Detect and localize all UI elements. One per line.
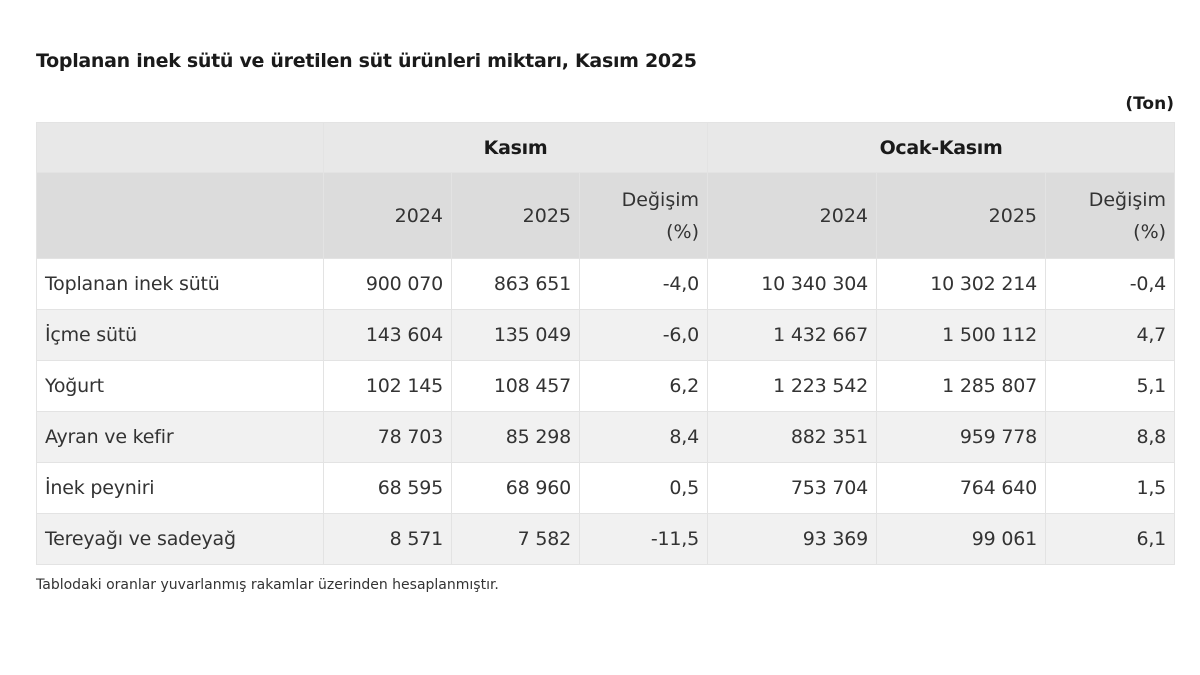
cell-ocak-kasim-change: 1,5 [1045,462,1176,514]
cell-ocak-kasim-2024: 1 432 667 [707,309,878,361]
cell-kasim-2024: 8 571 [323,513,452,565]
cell-ocak-kasim-2024: 1 223 542 [707,360,878,412]
cell-kasim-2024: 78 703 [323,411,452,463]
group-header-kasim: Kasım [322,122,709,173]
header-kasim-change-line1: Değişim [621,188,700,211]
cell-ocak-kasim-change: 6,1 [1045,513,1176,565]
table-row: İçme sütü 143 604 135 049 -6,0 1 432 667… [36,309,1176,361]
row-label: Ayran ve kefir [36,411,324,463]
header-kasim-2024: 2024 [323,172,452,259]
header-kasim-2025: 2025 [451,172,580,259]
header-ocak-kasim-change: Değişim (%) [1045,172,1176,259]
header-ocak-kasim-2025: 2025 [876,172,1047,259]
table-row: Tereyağı ve sadeyağ 8 571 7 582 -11,5 93… [36,513,1176,565]
row-label: Tereyağı ve sadeyağ [36,513,324,565]
table-row: İnek peyniri 68 595 68 960 0,5 753 704 7… [36,462,1176,514]
cell-ocak-kasim-2025: 10 302 214 [876,258,1047,310]
cell-ocak-kasim-change: -0,4 [1045,258,1176,310]
cell-ocak-kasim-2025: 99 061 [876,513,1047,565]
cell-ocak-kasim-2025: 959 778 [876,411,1047,463]
row-label: İnek peyniri [36,462,324,514]
cell-kasim-change: 6,2 [578,360,709,412]
cell-kasim-2024: 68 595 [323,462,452,514]
cell-ocak-kasim-change: 8,8 [1045,411,1176,463]
cell-kasim-2024: 900 070 [323,258,452,310]
cell-kasim-2025: 108 457 [451,360,580,412]
table-row: Toplanan inek sütü 900 070 863 651 -4,0 … [36,258,1176,310]
cell-ocak-kasim-2025: 764 640 [876,462,1047,514]
cell-kasim-2025: 863 651 [451,258,580,310]
cell-kasim-2025: 7 582 [451,513,580,565]
cell-kasim-change: -6,0 [578,309,709,361]
cell-ocak-kasim-change: 4,7 [1045,309,1176,361]
row-label: Yoğurt [36,360,324,412]
empty-corner-header [36,122,324,173]
header-ocak-kasim-change-line2: (%) [1133,220,1167,243]
dairy-production-table: Kasım Ocak-Kasım 2024 2025 Değişim (%) 2… [36,122,1176,565]
table-row: Yoğurt 102 145 108 457 6,2 1 223 542 1 2… [36,360,1176,412]
header-kasim-change: Değişim (%) [578,172,709,259]
header-kasim-change-line2: (%) [666,220,700,243]
row-label: Toplanan inek sütü [36,258,324,310]
cell-kasim-2025: 85 298 [451,411,580,463]
cell-ocak-kasim-change: 5,1 [1045,360,1176,412]
table-title: Toplanan inek sütü ve üretilen süt ürünl… [36,50,697,72]
cell-kasim-change: -11,5 [578,513,709,565]
sub-header-row: 2024 2025 Değişim (%) 2024 2025 Değişim … [36,172,1176,259]
row-label: İçme sütü [36,309,324,361]
group-header-row: Kasım Ocak-Kasım [36,122,1176,173]
empty-label-header [36,172,324,259]
table-row: Ayran ve kefir 78 703 85 298 8,4 882 351… [36,411,1176,463]
header-ocak-kasim-2024: 2024 [707,172,878,259]
cell-kasim-2025: 68 960 [451,462,580,514]
footnote: Tablodaki oranlar yuvarlanmış rakamlar ü… [36,577,499,593]
header-ocak-kasim-change-line1: Değişim [1088,188,1167,211]
group-header-ocak-kasim: Ocak-Kasım [707,122,1176,173]
cell-kasim-2024: 143 604 [323,309,452,361]
cell-ocak-kasim-2024: 882 351 [707,411,878,463]
cell-ocak-kasim-2024: 10 340 304 [707,258,878,310]
cell-kasim-2025: 135 049 [451,309,580,361]
cell-ocak-kasim-2025: 1 285 807 [876,360,1047,412]
cell-kasim-change: -4,0 [578,258,709,310]
cell-ocak-kasim-2024: 753 704 [707,462,878,514]
cell-kasim-change: 8,4 [578,411,709,463]
cell-ocak-kasim-2024: 93 369 [707,513,878,565]
cell-kasim-change: 0,5 [578,462,709,514]
unit-label: (Ton) [1125,94,1174,114]
cell-ocak-kasim-2025: 1 500 112 [876,309,1047,361]
cell-kasim-2024: 102 145 [323,360,452,412]
